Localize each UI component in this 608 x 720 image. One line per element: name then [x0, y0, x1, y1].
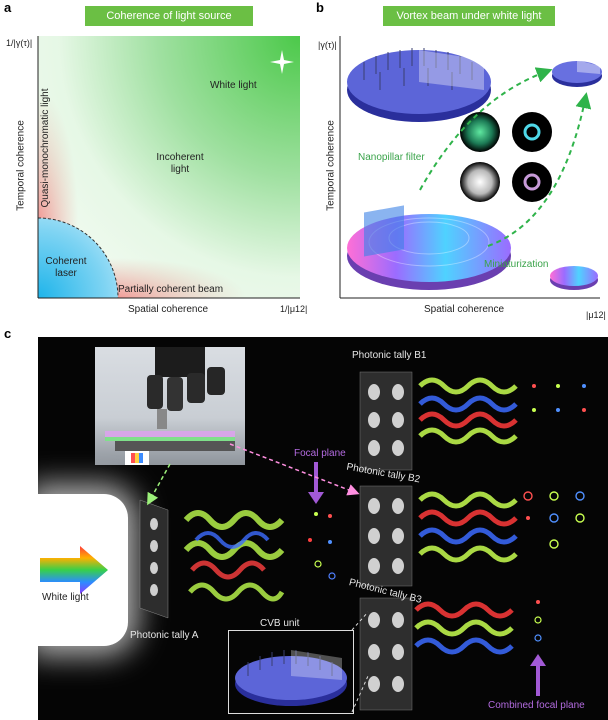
panel-a-banner: Coherence of light source — [85, 6, 253, 26]
x-label-a: Spatial coherence — [128, 304, 209, 315]
miniaturization-label: Miniaturization — [484, 259, 549, 270]
nanopillar-filter-label: Nanopillar filter — [358, 152, 425, 163]
nanopillar-disc-small — [552, 60, 602, 87]
panel-c-letter: c — [4, 326, 12, 341]
rainbow-arrow-icon — [40, 546, 108, 594]
photonic-tally-b1 — [359, 371, 413, 471]
nanopillar-disc-large — [347, 48, 491, 122]
combined-focal-plane-label: Combined focal plane — [488, 700, 585, 711]
x-axis-marker-b: |μ12| — [586, 310, 606, 320]
x-label-b: Spatial coherence — [424, 304, 505, 315]
tally-a-label: Photonic tally A — [130, 630, 199, 641]
combined-focal-plane-arrow — [530, 654, 546, 696]
y-axis-marker-b: |γ(τ)| — [318, 40, 337, 50]
photonic-tally-b3 — [359, 597, 413, 711]
cvb-unit-disc — [235, 650, 347, 706]
white-light-label: White light — [210, 80, 257, 91]
panel-a-axes — [37, 36, 300, 299]
x-axis-marker-a: 1/|μ12| — [280, 304, 308, 314]
cvb-unit-box — [228, 630, 354, 714]
dashed-arrows-b — [419, 67, 592, 247]
incoherent-label-1: Incoherent — [156, 152, 204, 163]
incoherent-label-2: light — [170, 164, 190, 175]
sparkle-icon — [270, 50, 294, 74]
coherent-label-1: Coherent — [45, 256, 87, 267]
wave-group-b2 — [418, 491, 518, 563]
coherent-label-2: laser — [55, 268, 77, 279]
y-axis-marker-a: 1/|γ(τ)| — [6, 38, 33, 48]
focal-dots-b1 — [532, 384, 586, 412]
panel-b-axes — [339, 36, 600, 299]
partial-coherent-label: Partially coherent beam — [118, 284, 224, 295]
focal-dots-a — [308, 512, 336, 580]
photonic-tally-b2 — [359, 485, 413, 587]
wave-group-a — [183, 510, 285, 602]
laser-boundary-dashed — [37, 217, 119, 299]
wave-group-b1 — [418, 377, 518, 445]
photonic-tally-a — [139, 499, 169, 619]
panel-b-letter: b — [316, 0, 324, 15]
white-light-label-c: White light — [42, 592, 89, 603]
panel-b-banner: Vortex beam under white light — [383, 6, 555, 26]
focal-dots-b3 — [534, 600, 542, 642]
spiral-phase-plate — [347, 205, 511, 290]
wave-group-b3 — [414, 601, 514, 655]
spiral-phase-plate-small — [550, 266, 598, 290]
tally-b1-label: Photonic tally B1 — [352, 350, 427, 361]
microscope-icon — [105, 347, 235, 465]
focal-dots-b2 — [523, 491, 585, 549]
cvb-unit-label: CVB unit — [260, 618, 300, 629]
focal-plane-label: Focal plane — [294, 448, 346, 459]
panel-a-letter: a — [4, 0, 12, 15]
